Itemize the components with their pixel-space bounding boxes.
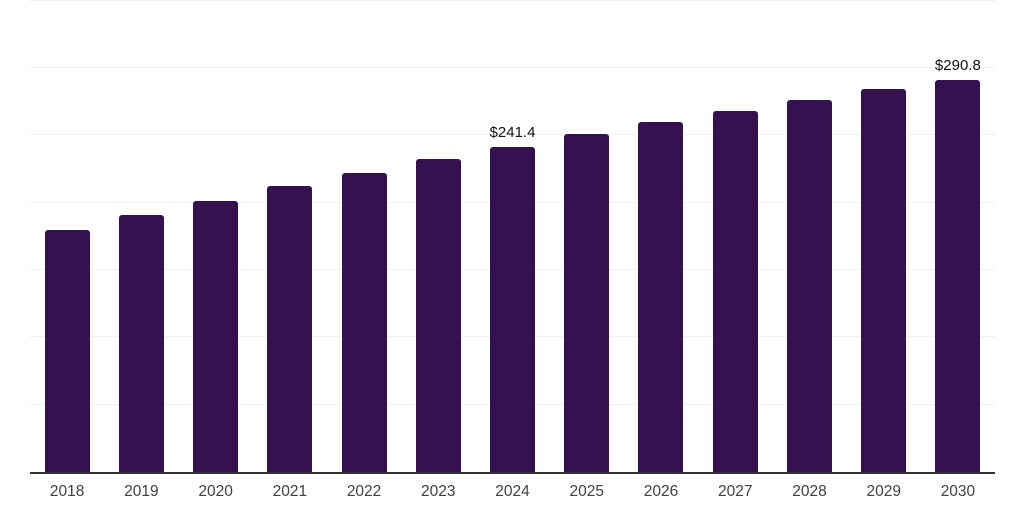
x-tick-label-2024: 2024 <box>495 483 530 500</box>
bar-2025 <box>564 134 610 472</box>
x-tick-label-2027: 2027 <box>717 483 753 500</box>
data-label-2030: $290.8 <box>934 57 981 75</box>
x-axis-tick-labels: 2018 2019 2020 2021 2022 2023 2024 2025 2026 2027… <box>30 484 995 500</box>
bar-2024 <box>490 146 535 472</box>
bar-2021 <box>267 186 313 472</box>
gridline-350 <box>30 0 995 1</box>
x-tick-label-2025: 2025 <box>569 483 604 500</box>
bar-2027 <box>712 111 758 472</box>
bar-2019 <box>118 214 164 472</box>
bar-2026 <box>638 122 684 472</box>
plot-area: $241.4 $290.8 <box>30 0 995 474</box>
bar-2018 <box>44 229 90 472</box>
data-label-2024: $241.4 <box>489 123 536 141</box>
x-tick-label-2020: 2020 <box>198 483 233 500</box>
gridline-250 <box>30 134 995 136</box>
bar-2020 <box>193 200 239 472</box>
bar-2030 <box>935 80 981 472</box>
x-tick-label-2030: 2030 <box>940 483 976 500</box>
x-axis-line <box>30 472 995 474</box>
gridline-300 <box>30 66 995 68</box>
bar-2023 <box>415 158 461 472</box>
x-tick-label-2021: 2021 <box>272 483 308 500</box>
x-tick-label-2023: 2023 <box>421 483 456 500</box>
bar-2028 <box>786 100 832 472</box>
x-tick-label-2018: 2018 <box>49 483 85 500</box>
bar-2022 <box>341 172 387 472</box>
x-tick-label-2028: 2028 <box>792 483 827 500</box>
bar-2029 <box>861 89 907 472</box>
x-tick-label-2029: 2029 <box>866 483 901 500</box>
x-tick-label-2022: 2022 <box>346 483 382 500</box>
x-tick-label-2026: 2026 <box>643 483 679 500</box>
x-tick-label-2019: 2019 <box>124 483 159 500</box>
